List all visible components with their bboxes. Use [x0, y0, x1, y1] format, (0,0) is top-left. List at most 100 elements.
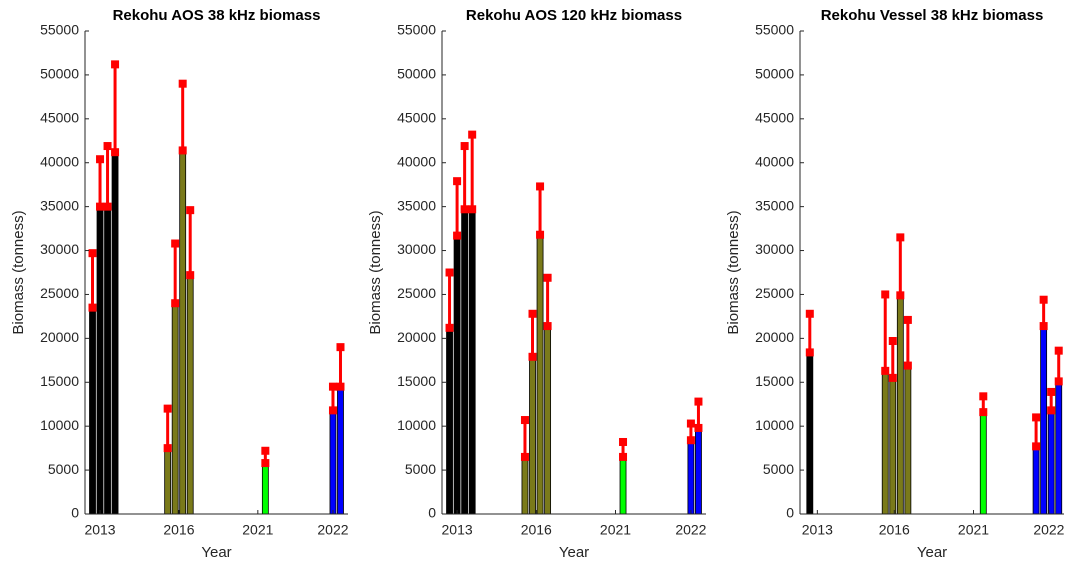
bar	[619, 456, 627, 515]
error-bar	[460, 142, 469, 214]
error-cap	[328, 382, 337, 391]
error-cap	[178, 79, 187, 88]
y-tick-label: 50000	[397, 66, 436, 82]
y-tick-label: 20000	[40, 329, 79, 345]
error-bar	[178, 79, 187, 155]
x-axis-label: Year	[559, 544, 589, 561]
error-cap	[896, 291, 905, 300]
error-cap	[453, 177, 462, 186]
error-cap	[1039, 295, 1048, 304]
x-tick-label: 2022	[1033, 522, 1064, 538]
error-bar	[453, 177, 462, 240]
error-bar	[619, 437, 628, 461]
error-bar	[163, 404, 172, 453]
bar	[261, 462, 269, 515]
bar	[1032, 445, 1040, 515]
bar	[329, 409, 337, 515]
y-tick-label: 40000	[755, 153, 794, 169]
bar	[468, 208, 476, 515]
y-tick-label: 20000	[397, 329, 436, 345]
error-cap	[979, 408, 988, 417]
error-cap	[88, 249, 97, 258]
y-tick-label: 35000	[40, 197, 79, 213]
error-cap	[1054, 346, 1063, 355]
x-tick-label: 2022	[317, 522, 348, 538]
x-tick-label: 2016	[163, 522, 194, 538]
y-tick-label: 20000	[755, 329, 794, 345]
error-cap	[888, 336, 897, 345]
y-tick-label: 40000	[397, 153, 436, 169]
y-tick-label: 0	[786, 505, 794, 521]
error-cap	[686, 419, 695, 428]
error-bar	[979, 392, 988, 417]
error-cap	[1032, 442, 1041, 451]
bar	[896, 294, 904, 515]
y-tick-label: 25000	[755, 285, 794, 301]
bar	[453, 235, 461, 515]
error-cap	[694, 397, 703, 406]
bar	[186, 274, 194, 515]
error-cap	[261, 459, 270, 468]
error-cap	[328, 406, 337, 415]
error-bar	[261, 446, 270, 468]
bar	[1047, 409, 1055, 515]
bar	[89, 307, 96, 515]
bar	[536, 234, 544, 515]
x-tick-label: 2013	[802, 522, 833, 538]
bar	[889, 377, 897, 515]
y-tick-label: 5000	[48, 461, 79, 477]
error-cap	[96, 202, 105, 211]
error-cap	[111, 60, 120, 69]
error-cap	[881, 290, 890, 299]
bar	[171, 302, 179, 515]
bar	[881, 370, 889, 515]
chart-title: Rekohu AOS 120 kHz biomass	[466, 7, 682, 24]
bar	[337, 386, 344, 515]
error-cap	[520, 452, 529, 461]
error-bar	[328, 382, 337, 415]
error-bar	[171, 239, 180, 308]
y-tick-label: 15000	[40, 373, 79, 389]
y-tick-label: 15000	[755, 373, 794, 389]
y-tick-label: 35000	[755, 197, 794, 213]
error-bar	[88, 249, 97, 312]
error-bar	[1047, 387, 1056, 415]
error-cap	[468, 130, 477, 139]
bar	[179, 150, 187, 515]
x-tick-label: 2016	[521, 522, 552, 538]
x-tick-label: 2013	[442, 522, 473, 538]
error-cap	[178, 146, 187, 155]
error-cap	[888, 373, 897, 382]
error-cap	[163, 404, 172, 413]
error-bar	[468, 130, 477, 214]
error-bar	[536, 182, 545, 239]
y-axis-label: Biomass (tonness)	[725, 210, 742, 334]
error-bar	[186, 206, 195, 280]
error-bar	[528, 309, 537, 361]
y-tick-label: 50000	[755, 66, 794, 82]
error-bar	[903, 315, 912, 370]
error-cap	[528, 352, 537, 361]
error-bar	[1032, 413, 1041, 451]
chart-title: Rekohu AOS 38 kHz biomass	[113, 7, 321, 24]
error-cap	[805, 348, 814, 357]
error-cap	[896, 233, 905, 242]
x-tick-label: 2016	[879, 522, 910, 538]
bar	[529, 356, 536, 515]
error-bar	[445, 268, 454, 332]
bar	[904, 365, 912, 515]
error-bar	[805, 309, 814, 357]
error-cap	[1032, 413, 1041, 422]
bar	[695, 427, 702, 515]
error-bar	[686, 419, 695, 445]
bar	[979, 411, 987, 515]
error-cap	[528, 309, 537, 318]
y-tick-label: 10000	[397, 417, 436, 433]
bar	[96, 206, 104, 515]
error-cap	[453, 231, 462, 240]
error-cap	[543, 273, 552, 282]
error-cap	[111, 148, 120, 157]
error-cap	[805, 309, 814, 318]
error-cap	[1047, 406, 1056, 415]
